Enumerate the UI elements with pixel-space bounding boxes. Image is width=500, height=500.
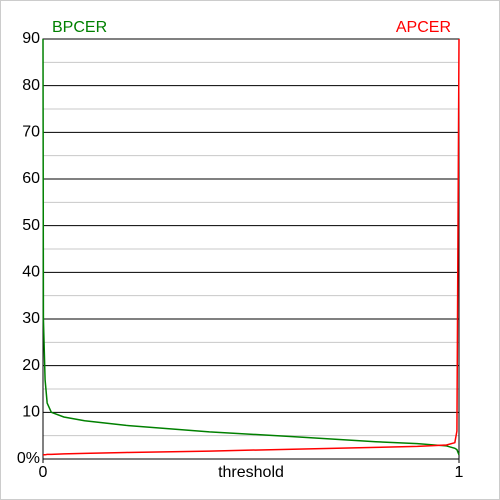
y-tick-label: 30	[22, 310, 40, 327]
y-tick-label: 70	[22, 124, 40, 141]
y-tick-label: 10	[22, 404, 40, 421]
x-tick-label: 0	[39, 464, 48, 481]
line-series	[42, 38, 460, 456]
line-series	[43, 38, 460, 456]
y-tick-label: 80	[22, 77, 40, 94]
y-tick-label: 0%	[17, 450, 40, 467]
x-axis-label: threshold	[218, 464, 284, 481]
y-tick-label: 90	[22, 30, 40, 47]
legend-label: APCER	[396, 19, 451, 36]
x-tick-label: 1	[455, 464, 464, 481]
y-tick-label: 50	[22, 217, 40, 234]
y-tick-label: 20	[22, 357, 40, 374]
y-tick-label: 60	[22, 170, 40, 187]
legend-label: BPCER	[52, 19, 107, 36]
y-tick-label: 40	[22, 264, 40, 281]
